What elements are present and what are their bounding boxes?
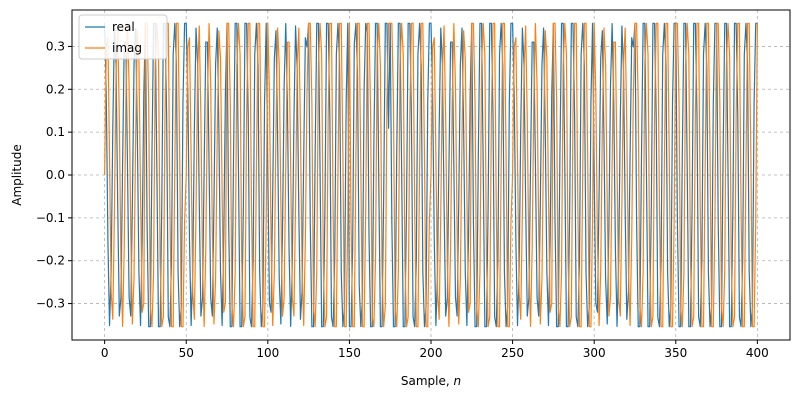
legend-label-real: real [112,20,135,34]
series-line-imag [104,22,758,328]
series-lines [104,22,758,328]
x-tick-label: 400 [746,346,769,360]
y-tick-label: 0.3 [46,39,65,53]
x-tick-label: 200 [420,346,443,360]
series-line-real [104,22,758,328]
y-axis-title: Amplitude [10,144,24,206]
y-tick-label: −0.1 [36,211,65,225]
y-tick-label: −0.3 [36,297,65,311]
y-tick-label: 0.0 [46,168,65,182]
x-axis-title: Sample, n [401,374,461,388]
y-tick-label: 0.1 [46,125,65,139]
x-tick-label: 0 [101,346,109,360]
x-tick-label: 300 [583,346,606,360]
axis-ticks: 0 50 100 150 200 250 300 350 400 −0.3 −0.2 −0.1 0.0 0… [36,39,769,360]
x-tick-label: 100 [256,346,279,360]
y-tick-label: 0.2 [46,82,65,96]
x-tick-label: 50 [179,346,194,360]
legend-label-imag: imag [112,41,142,55]
legend: real imag [78,14,168,60]
x-tick-label: 350 [664,346,687,360]
x-tick-label: 150 [338,346,361,360]
y-tick-label: −0.2 [36,254,65,268]
x-tick-label: 250 [501,346,524,360]
